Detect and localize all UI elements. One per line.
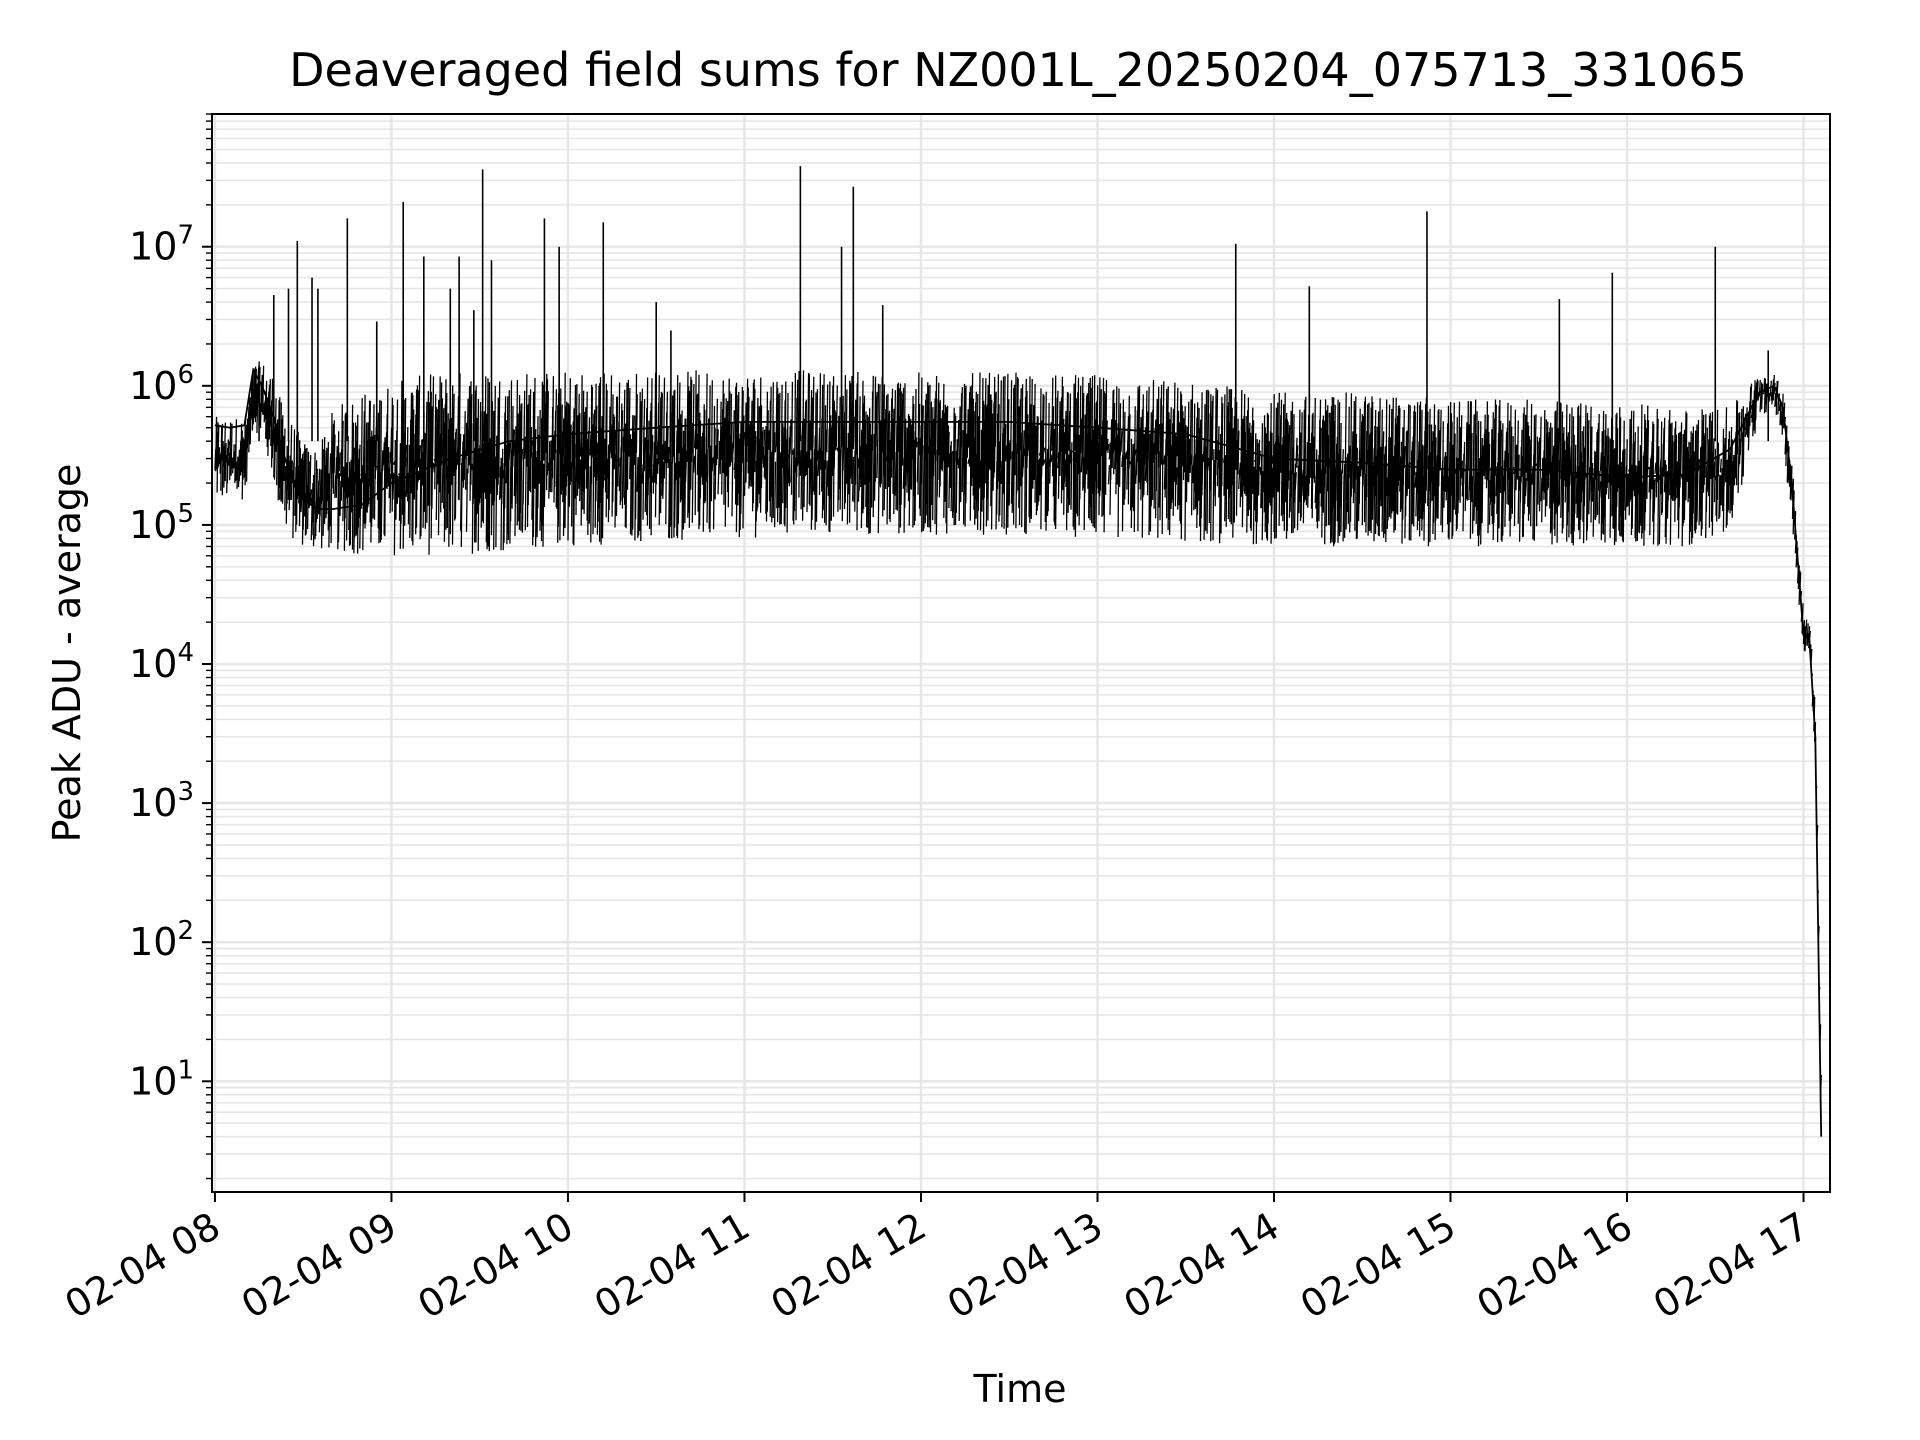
y-tick-label: 101 (129, 1055, 194, 1103)
y-tick-label: 102 (129, 916, 194, 964)
grid-lines (212, 113, 1830, 1192)
y-tick-label: 107 (129, 221, 194, 269)
chart-title: Deaveraged field sums for NZ001L_2025020… (289, 43, 1747, 97)
data-band (214, 361, 1822, 1102)
y-axis-label: Peak ADU - average (45, 464, 89, 843)
y-axis: 101 102 103 104 105 106 107 (129, 113, 212, 1180)
y-tick-label: 105 (129, 499, 194, 547)
plot-frame (211, 113, 1831, 1193)
y-tick-label: 104 (129, 638, 194, 686)
y-tick-label: 103 (129, 777, 194, 825)
data-layer (214, 166, 1823, 1137)
y-tick-label: 106 (129, 360, 194, 408)
x-axis-label: Time (973, 1367, 1067, 1411)
data-line (214, 367, 1823, 1137)
